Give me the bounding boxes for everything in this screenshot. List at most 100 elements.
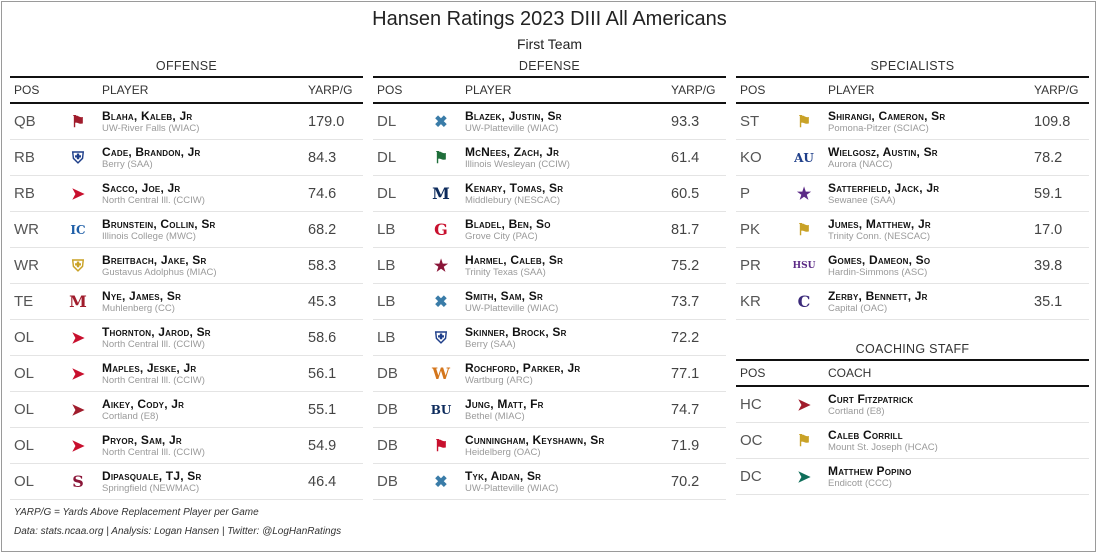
school-name: Wartburg (ARC) xyxy=(465,374,533,386)
yarp-value: 60.5 xyxy=(671,185,700,202)
yarp-value: 55.1 xyxy=(308,401,337,418)
yarp-definition: YARP/G = Yards Above Replacement Player … xyxy=(14,507,259,518)
position: RB xyxy=(14,185,35,202)
school-name: Cortland (E8) xyxy=(828,405,885,417)
sagehen-icon: ⚑ xyxy=(796,112,812,131)
yarp-header: YARP/G xyxy=(671,83,716,97)
position: P xyxy=(740,185,751,202)
person-name: Cade, Brandon, Jr xyxy=(102,144,201,159)
yarp-value: 109.8 xyxy=(1034,113,1071,130)
school-name: Endicott (CCC) xyxy=(828,477,892,489)
logo-cell: ⛨ xyxy=(54,255,102,277)
au-monogram-icon: AU xyxy=(794,150,814,165)
school-name: UW-Platteville (WIAC) xyxy=(465,302,559,314)
school-name: Muhlenberg (CC) xyxy=(102,302,175,314)
school-name: Capital (OAC) xyxy=(828,302,888,314)
logo-cell: ➤ xyxy=(54,435,102,457)
player-cell: McNees, Zach, Jr Illinois Wesleyan (CCIW) xyxy=(465,145,671,171)
viking-icon: ⛨ xyxy=(71,147,84,167)
school-name: UW-Platteville (WIAC) xyxy=(465,122,559,134)
player-cell: Shirangi, Cameron, Sr Pomona-Pitzer (SCIA… xyxy=(828,109,1034,135)
m-block-icon: M xyxy=(432,184,450,203)
table-row: QB ⚑ Blaha, Kaleb, Jr UW-River Falls (WIAC)… xyxy=(10,104,363,140)
yarp-value: 70.2 xyxy=(671,473,700,490)
table-row: KO AU Wielgosz, Austin, Sr Aurora (NACC) 78.… xyxy=(736,140,1089,176)
data-source: Data: stats.ncaa.org | Analysis: Logan H… xyxy=(14,526,342,537)
table-row: OL S Dipasquale, TJ, Sr Springfield (NEWMAC… xyxy=(10,464,363,500)
table-row: PR HSU Gomes, Dameon, So Hardin-Simmons (AS… xyxy=(736,248,1089,284)
tiger-face-icon: ★ xyxy=(796,184,812,203)
yarp-header: YARP/G xyxy=(1034,83,1079,97)
player-cell: Tyk, Aidan, Sr UW-Platteville (WIAC) xyxy=(465,469,671,495)
position: DL xyxy=(377,185,397,202)
school-name: UW-River Falls (WIAC) xyxy=(102,122,200,134)
yarp-value: 74.6 xyxy=(308,185,337,202)
person-name: Sacco, Joe, Jr xyxy=(102,180,181,195)
yarp-value: 179.0 xyxy=(308,113,345,130)
person-name: Matthew Popino xyxy=(828,463,912,478)
pick-axes-icon: ✖ xyxy=(434,112,448,131)
table-row: ST ⚑ Shirangi, Cameron, Sr Pomona-Pitzer (S… xyxy=(736,104,1089,140)
logo-cell: ✖ xyxy=(417,471,465,493)
bantam-icon: ⚑ xyxy=(796,220,812,239)
yarp-value: 78.2 xyxy=(1034,149,1063,166)
school-name: Gustavus Adolphus (MIAC) xyxy=(102,266,217,278)
player-cell: Pryor, Sam, Jr North Central Ill. (CCIW) xyxy=(102,433,308,459)
logo-cell: G xyxy=(417,219,465,241)
table-row: DL ⚑ McNees, Zach, Jr Illinois Wesleyan (CC… xyxy=(373,140,726,176)
player-header: PLAYER xyxy=(465,83,512,97)
logo-cell: ★ xyxy=(780,183,828,205)
logo-cell: C xyxy=(780,291,828,313)
position: KO xyxy=(740,149,762,166)
table-row: LB ★ Harmel, Caleb, Sr Trinity Texas (SAA) 7… xyxy=(373,248,726,284)
position: QB xyxy=(14,113,36,130)
school-name: Berry (SAA) xyxy=(102,158,153,170)
falcon-icon: ⚑ xyxy=(70,112,86,131)
yarp-value: 35.1 xyxy=(1034,293,1063,310)
school-name: Grove City (PAC) xyxy=(465,230,538,242)
table-row: DL ✖ Blazek, Justin, Sr UW-Platteville (WIA… xyxy=(373,104,726,140)
defense-header-row: POS PLAYER YARP/G xyxy=(373,76,726,104)
person-name: Pryor, Sam, Jr xyxy=(102,432,182,447)
shield-icon: ⛨ xyxy=(71,255,84,275)
table-row: DB ✖ Tyk, Aidan, Sr UW-Platteville (WIAC) 70… xyxy=(373,464,726,500)
school-name: Cortland (E8) xyxy=(102,410,159,422)
yarp-value: 17.0 xyxy=(1034,221,1063,238)
table-row: DL M Kenary, Tomas, Sr Middlebury (NESCAC) 6… xyxy=(373,176,726,212)
table-row: LB ⛨ Skinner, Brock, Sr Berry (SAA) 72.2 xyxy=(373,320,726,356)
school-name: UW-Platteville (WIAC) xyxy=(465,482,559,494)
school-name: Berry (SAA) xyxy=(465,338,516,350)
player-cell: Satterfield, Jack, Jr Sewanee (SAA) xyxy=(828,181,1034,207)
player-cell: Blaha, Kaleb, Jr UW-River Falls (WIAC) xyxy=(102,109,308,135)
person-name: Bladel, Ben, So xyxy=(465,216,551,231)
yarp-value: 77.1 xyxy=(671,365,700,382)
player-cell: Rochford, Parker, Jr Wartburg (ARC) xyxy=(465,361,671,387)
yarp-value: 61.4 xyxy=(671,149,700,166)
logo-cell: M xyxy=(417,183,465,205)
cardinal-icon: ➤ xyxy=(71,436,85,455)
table-row: P ★ Satterfield, Jack, Jr Sewanee (SAA) 59.1 xyxy=(736,176,1089,212)
table-row: LB G Bladel, Ben, So Grove City (PAC) 81.7 xyxy=(373,212,726,248)
person-name: Kenary, Tomas, Sr xyxy=(465,180,564,195)
person-name: Satterfield, Jack, Jr xyxy=(828,180,940,195)
school-name: Middlebury (NESCAC) xyxy=(465,194,561,206)
s-block-icon: S xyxy=(72,472,84,491)
yarp-value: 59.1 xyxy=(1034,185,1063,202)
person-name: Caleb Corrill xyxy=(828,427,903,442)
yarp-value: 46.4 xyxy=(308,473,337,490)
logo-cell: ✖ xyxy=(417,111,465,133)
player-cell: Zerby, Bennett, Jr Capital (OAC) xyxy=(828,289,1034,315)
person-name: Rochford, Parker, Jr xyxy=(465,360,581,375)
logo-cell: ⚑ xyxy=(780,430,828,452)
position: LB xyxy=(377,329,396,346)
yarp-value: 56.1 xyxy=(308,365,337,382)
table-row: RB ➤ Sacco, Joe, Jr North Central Ill. (CCI… xyxy=(10,176,363,212)
coaching-section: COACHING STAFF POS COACH HC ➤ Curt Fitzpatric… xyxy=(736,339,1089,495)
position: OL xyxy=(14,437,35,454)
person-name: Dipasquale, TJ, Sr xyxy=(102,468,202,483)
specialists-header-row: POS PLAYER YARP/G xyxy=(736,76,1089,104)
logo-cell: BU xyxy=(417,399,465,421)
person-name: Blaha, Kaleb, Jr xyxy=(102,108,193,123)
person-name: Smith, Sam, Sr xyxy=(465,288,543,303)
logo-cell: ➤ xyxy=(780,466,828,488)
